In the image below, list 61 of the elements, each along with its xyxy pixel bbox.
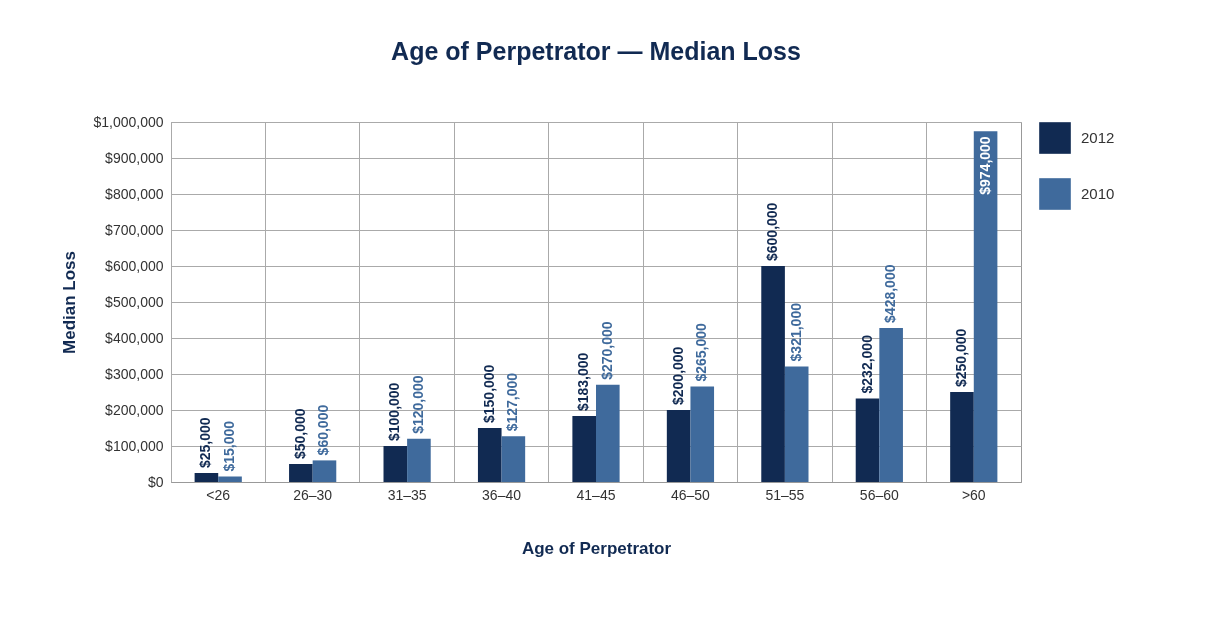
- data-label: $321,000: [787, 302, 804, 362]
- x-tick-label: <26: [206, 486, 231, 503]
- data-label: $15,000: [221, 420, 238, 472]
- bar: [218, 476, 242, 482]
- data-label: $232,000: [858, 334, 875, 394]
- data-label: $250,000: [952, 328, 969, 387]
- y-axis-title: Median Loss: [60, 251, 80, 354]
- bar: [855, 398, 880, 482]
- bar: [383, 446, 408, 482]
- data-label: $974,000: [976, 136, 993, 195]
- bar: [761, 266, 785, 482]
- data-label: $150,000: [480, 364, 497, 423]
- y-tick-label: $500,000: [105, 293, 164, 310]
- data-label: $428,000: [882, 264, 899, 323]
- legend-label: 2010: [1081, 185, 1115, 202]
- chart-title: Age of Perpetrator — Median Loss: [391, 37, 801, 65]
- y-tick-label: $100,000: [105, 437, 164, 454]
- y-tick-label: $200,000: [105, 401, 164, 418]
- bar: [407, 438, 431, 482]
- bar: [784, 366, 809, 482]
- legend-label: 2012: [1081, 129, 1115, 146]
- bar: [312, 460, 337, 482]
- bar: [194, 473, 219, 482]
- x-tick-label: 36–40: [482, 486, 522, 503]
- bar: [501, 436, 526, 482]
- data-label: $120,000: [409, 375, 426, 434]
- x-tick-label: 31–35: [387, 486, 427, 503]
- x-tick-label: 56–60: [859, 486, 900, 503]
- y-tick-label: $800,000: [105, 185, 164, 202]
- data-label: $60,000: [315, 404, 332, 456]
- data-label: $265,000: [693, 322, 710, 382]
- data-label: $100,000: [386, 382, 403, 441]
- data-label: $25,000: [197, 417, 214, 468]
- x-tick-label: 41–45: [576, 486, 616, 503]
- data-label: $183,000: [575, 352, 592, 412]
- y-tick-label: $700,000: [105, 221, 164, 238]
- bar: [666, 410, 691, 482]
- y-tick-label: $900,000: [105, 149, 164, 166]
- y-tick-label: $600,000: [105, 257, 164, 274]
- y-tick-label: $1,000,000: [93, 113, 164, 130]
- bar: [690, 386, 715, 482]
- x-tick-label: 46–50: [670, 486, 711, 503]
- bar: [973, 131, 998, 482]
- data-label: $50,000: [291, 408, 308, 459]
- data-label: $200,000: [669, 346, 686, 405]
- bar: [596, 384, 620, 482]
- data-label: $127,000: [504, 372, 521, 432]
- y-tick-label: $400,000: [105, 329, 164, 346]
- bar: [477, 428, 502, 482]
- data-label: $270,000: [598, 321, 615, 380]
- data-label: $600,000: [764, 202, 781, 261]
- bar: [950, 392, 974, 482]
- y-tick-label: $0: [147, 473, 164, 490]
- bar: [572, 416, 596, 482]
- x-tick-label: 51–55: [765, 486, 805, 503]
- y-tick-label: $300,000: [105, 365, 164, 382]
- bar: [879, 327, 903, 482]
- x-tick-label: 26–30: [293, 486, 333, 503]
- bar: [289, 464, 313, 482]
- x-tick-label: >60: [961, 486, 986, 503]
- x-axis-title: Age of Perpetrator: [521, 538, 672, 558]
